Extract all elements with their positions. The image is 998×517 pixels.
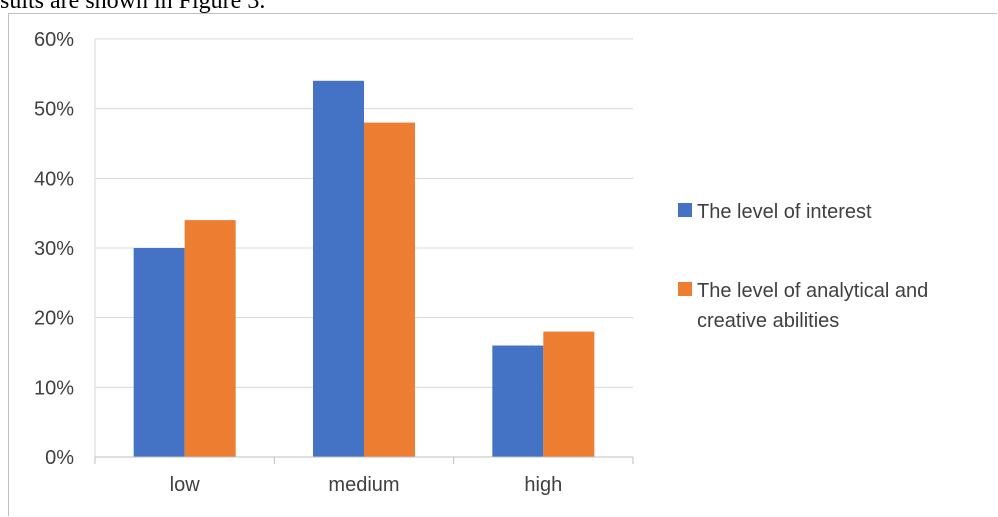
bar-abilities-high: [543, 331, 595, 457]
y-tick-label: 0%: [45, 447, 74, 469]
bar-interest-high: [492, 345, 544, 457]
x-category-label: medium: [328, 474, 399, 496]
legend-swatch-interest: [678, 203, 692, 217]
chart-frame: [8, 13, 997, 516]
legend-swatch-abilities: [678, 282, 692, 296]
bar-interest-medium: [313, 80, 364, 458]
bar-abilities-low: [184, 220, 236, 457]
y-tick-label: 40%: [34, 168, 74, 190]
figure-intro-text: sults are shown in Figure 3.: [0, 0, 266, 14]
x-category-label: high: [524, 474, 562, 496]
legend-label: creative abilities: [697, 310, 839, 332]
y-tick-label: 20%: [34, 308, 74, 330]
legend-label: The level of interest: [697, 201, 872, 223]
bars: [133, 80, 595, 458]
x-category-label: low: [170, 474, 201, 496]
y-tick-label: 30%: [34, 238, 74, 260]
legend-label: The level of analytical and: [697, 280, 928, 302]
y-tick-label: 50%: [34, 99, 74, 121]
axes: 0% 10% 20% 30% 40% 50% 60% low medium high: [34, 29, 634, 496]
legend: The level of interest The level of analyt…: [678, 201, 928, 332]
y-tick-label: 10%: [34, 377, 74, 399]
bar-interest-low: [133, 248, 185, 457]
y-tick-label: 60%: [34, 29, 74, 51]
bar-abilities-medium: [364, 122, 415, 457]
